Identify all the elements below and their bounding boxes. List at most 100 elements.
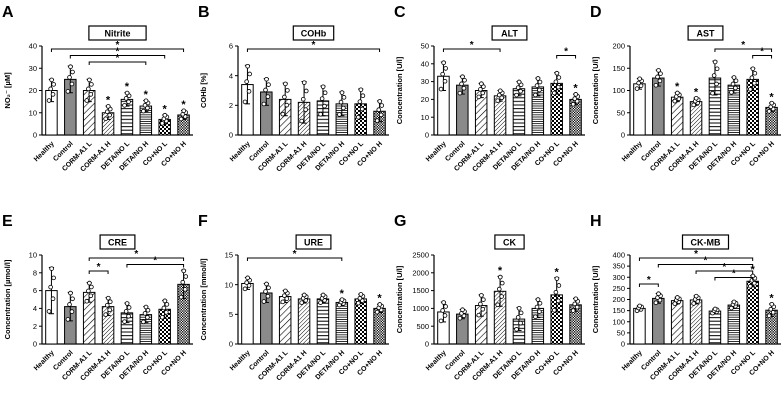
data-points <box>476 81 486 100</box>
y-tick-label: 0 <box>621 131 625 140</box>
panel-letter: E <box>2 213 13 230</box>
panel-letter: D <box>590 4 602 21</box>
sig-bracket <box>50 48 185 52</box>
panel-title-box <box>292 25 335 41</box>
sig-bracket <box>638 283 659 287</box>
y-tick-label: 50 <box>421 42 429 51</box>
data-points <box>672 90 682 104</box>
sig-bracket-star: * <box>153 256 157 267</box>
data-points <box>242 275 252 292</box>
x-tick-label: Healthy <box>621 140 644 163</box>
y-tick-label: 0 <box>425 131 429 140</box>
bar-DETA/NO H <box>335 301 349 345</box>
panel-A: A Nitrite 0 10 20 30 40 NO₂⁻ [µM] Healthy Control… <box>0 0 196 209</box>
y-tick-label: 4 <box>229 71 233 80</box>
data-points <box>84 280 94 304</box>
y-tick-label: 100 <box>612 86 625 95</box>
sig-bracket-star: * <box>647 275 651 286</box>
sig-bracket-star: * <box>722 262 726 273</box>
data-points <box>374 302 385 315</box>
bar-CORM-A1 H <box>689 101 703 136</box>
data-points <box>570 92 581 107</box>
panel-letter: H <box>590 213 602 230</box>
data-points <box>691 293 701 306</box>
bar-DETA/NO H <box>727 304 741 345</box>
data-points <box>299 292 309 305</box>
y-tick-label: 50 <box>617 108 625 117</box>
bar-CORM-A1 H <box>689 299 703 345</box>
panel-title: COHb <box>301 29 327 39</box>
y-tick-label: 0 <box>229 131 233 140</box>
y-tick-label: 350 <box>612 262 625 271</box>
y-tick-label: 10 <box>225 280 233 289</box>
y-axis-label: Concentration [mmol/l] <box>199 258 208 341</box>
data-points <box>374 99 385 123</box>
y-tick-label: 10 <box>29 108 37 117</box>
y-tick-label: 8 <box>33 268 37 277</box>
panel-title: CK <box>503 238 516 248</box>
sig-bracket <box>442 48 501 52</box>
data-points <box>672 295 682 306</box>
sig-star: * <box>144 89 149 101</box>
sig-star: * <box>751 264 756 276</box>
panel-title: CK-MB <box>691 238 721 248</box>
sig-bracket <box>88 270 109 274</box>
data-points <box>710 306 720 316</box>
x-tick-label: Healthy <box>229 140 252 163</box>
panel-title: Nitrite <box>104 29 130 39</box>
sig-bracket-star: * <box>116 47 120 58</box>
data-points <box>178 108 189 122</box>
sig-star: * <box>125 81 130 93</box>
y-tick-label: 150 <box>612 64 625 73</box>
sig-bracket-star: * <box>134 249 138 260</box>
y-tick-label: 0 <box>33 340 37 349</box>
sig-bracket <box>752 55 773 59</box>
data-points <box>103 295 113 317</box>
bar-Healthy <box>633 307 646 345</box>
data-points <box>46 266 56 314</box>
sig-star: * <box>573 83 578 95</box>
sig-bracket-star: * <box>312 40 316 51</box>
data-points <box>570 296 581 313</box>
bar-DETA/NO L <box>316 298 330 345</box>
sig-bracket <box>638 257 754 261</box>
panel-title-box <box>295 234 332 250</box>
sig-star: * <box>106 95 111 107</box>
y-tick-label: 0 <box>425 340 429 349</box>
sig-bracket <box>88 61 147 65</box>
y-tick-label: 0 <box>229 340 233 349</box>
y-tick-label: 2000 <box>412 268 429 277</box>
panel-B: B COHb 0 2 4 6 COHb [%] Healthy Control CORM-A1 L… <box>196 0 392 209</box>
sig-bracket-star: * <box>293 249 297 260</box>
x-tick-label: Healthy <box>229 349 252 372</box>
sig-star: * <box>769 292 774 304</box>
y-tick-label: 400 <box>612 251 625 260</box>
x-tick-label: Healthy <box>425 349 448 372</box>
panel-title-box <box>687 25 724 41</box>
panel-title: ALT <box>501 29 518 39</box>
y-tick-label: 4 <box>33 304 37 313</box>
sig-star: * <box>377 293 382 305</box>
y-axis-label: Concentration [µmol/l] <box>3 259 12 339</box>
y-tick-label: 200 <box>612 42 625 51</box>
data-points <box>766 100 777 114</box>
data-points <box>514 79 524 98</box>
y-tick-label: 1500 <box>412 286 429 295</box>
panel-letter: A <box>2 4 14 21</box>
sig-star: * <box>694 87 699 99</box>
x-tick-label: Healthy <box>33 349 56 372</box>
y-tick-label: 200 <box>612 295 625 304</box>
sig-bracket-star: * <box>97 262 101 273</box>
y-tick-label: 250 <box>612 284 625 293</box>
y-tick-label: 40 <box>421 59 429 68</box>
x-tick-label: Healthy <box>621 349 644 372</box>
sig-bracket <box>88 257 185 261</box>
y-tick-label: 2 <box>33 322 37 331</box>
panel-letter: F <box>198 213 208 230</box>
sig-bracket-star: * <box>564 47 568 58</box>
panel-letter: G <box>394 213 406 230</box>
data-points <box>141 304 151 325</box>
panel-C: C ALT 0 10 20 30 40 50 Concentration [U/l] Health… <box>392 0 588 209</box>
